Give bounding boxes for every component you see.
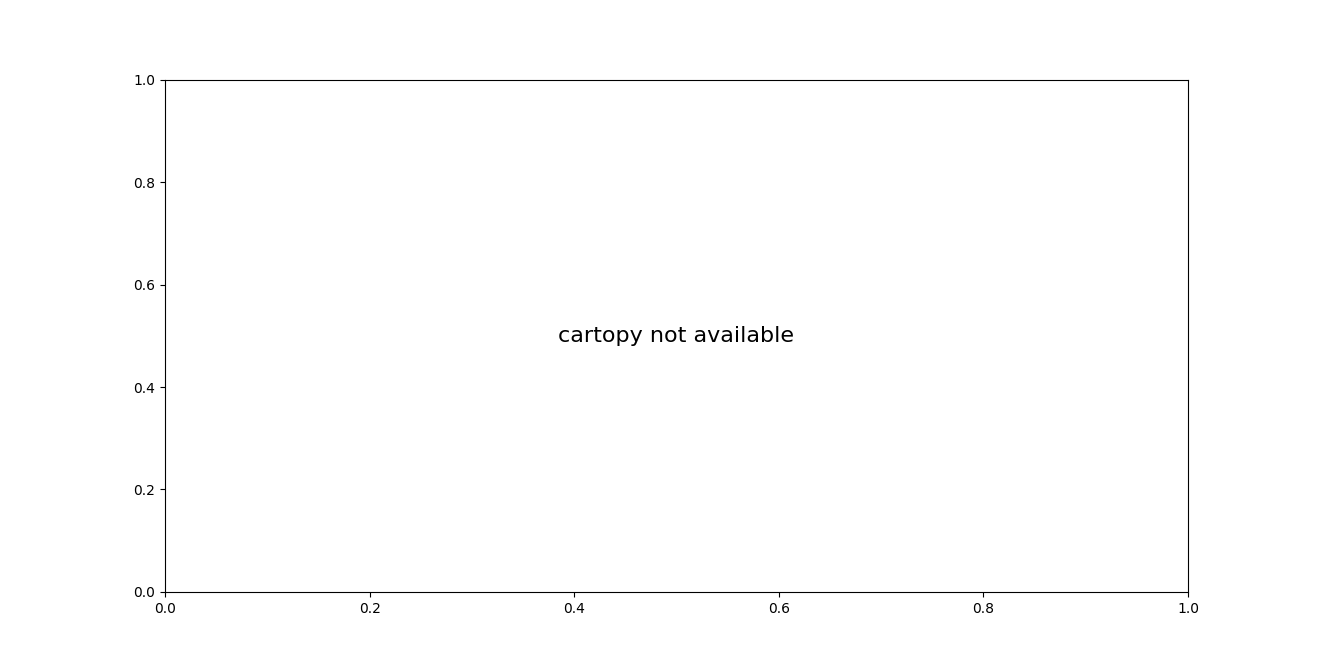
Text: cartopy not available: cartopy not available [558, 326, 795, 346]
